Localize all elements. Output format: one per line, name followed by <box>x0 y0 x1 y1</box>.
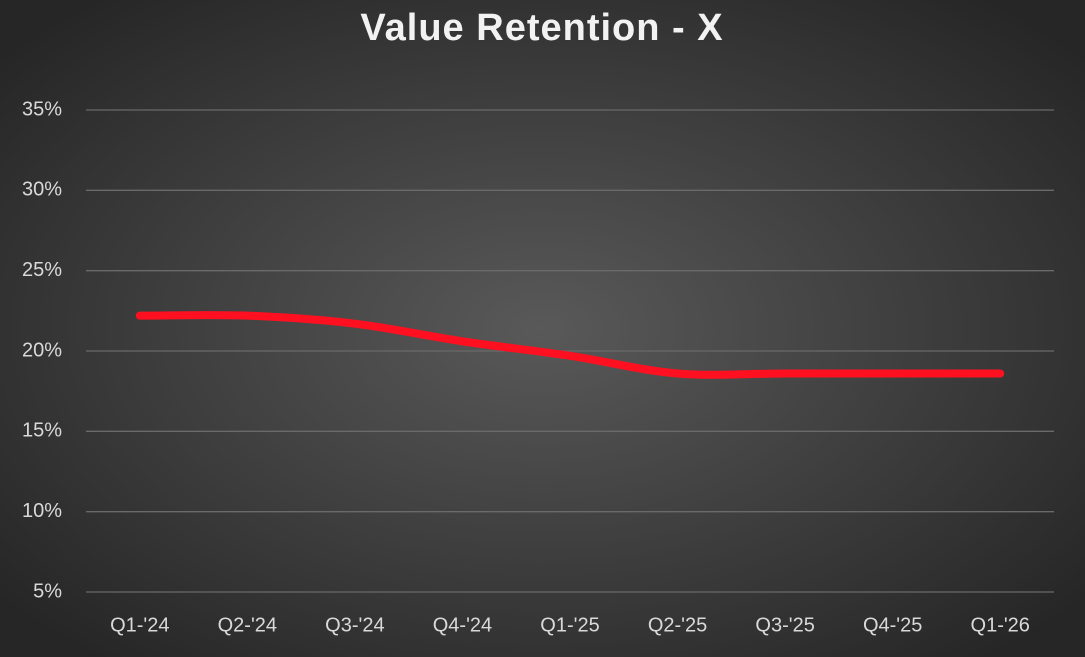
y-tick-label: 30% <box>22 179 62 201</box>
x-tick-label: Q4-'24 <box>433 614 492 636</box>
y-tick-label: 15% <box>22 420 62 442</box>
y-tick-label: 35% <box>22 98 62 120</box>
y-tick-label: 5% <box>33 580 62 602</box>
x-tick-label: Q2-'25 <box>648 614 707 636</box>
y-tick-label: 10% <box>22 500 62 522</box>
x-tick-label: Q3-'24 <box>325 614 384 636</box>
y-tick-label: 20% <box>22 339 62 361</box>
x-tick-label: Q1-'25 <box>540 614 599 636</box>
x-tick-label: Q1-'26 <box>971 614 1030 636</box>
x-tick-label: Q3-'25 <box>755 614 814 636</box>
x-tick-label: Q1-'24 <box>110 614 169 636</box>
line-series <box>135 311 1005 379</box>
x-tick-label: Q2-'24 <box>218 614 277 636</box>
x-tick-label: Q4-'25 <box>863 614 922 636</box>
y-tick-label: 25% <box>22 259 62 281</box>
chart-title: Value Retention - X <box>360 7 723 49</box>
